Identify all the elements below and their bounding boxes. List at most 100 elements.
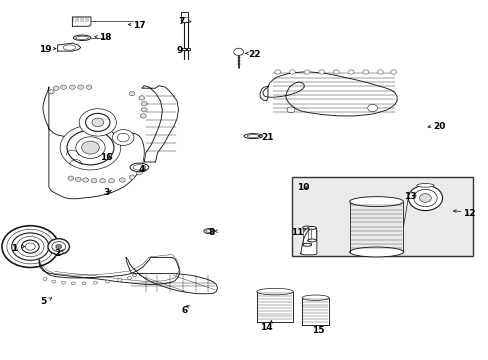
Circle shape bbox=[132, 274, 136, 277]
Circle shape bbox=[413, 189, 436, 207]
Text: 11: 11 bbox=[290, 228, 303, 237]
Circle shape bbox=[127, 276, 131, 279]
Circle shape bbox=[129, 91, 135, 96]
Text: 13: 13 bbox=[404, 192, 416, 201]
Text: 7: 7 bbox=[178, 17, 185, 26]
Circle shape bbox=[367, 104, 377, 112]
Ellipse shape bbox=[130, 163, 148, 172]
Circle shape bbox=[274, 70, 280, 74]
Ellipse shape bbox=[349, 197, 403, 207]
Ellipse shape bbox=[76, 36, 88, 40]
Text: 18: 18 bbox=[99, 33, 111, 42]
Ellipse shape bbox=[349, 247, 403, 257]
Circle shape bbox=[105, 280, 109, 283]
Bar bbox=[182, 48, 189, 50]
Circle shape bbox=[25, 243, 35, 250]
Polygon shape bbox=[72, 17, 91, 26]
Text: 17: 17 bbox=[133, 21, 145, 30]
Circle shape bbox=[12, 233, 49, 260]
Polygon shape bbox=[302, 298, 328, 325]
Text: 16: 16 bbox=[100, 153, 113, 162]
Circle shape bbox=[61, 85, 66, 89]
Circle shape bbox=[76, 137, 105, 158]
Circle shape bbox=[93, 281, 97, 284]
Circle shape bbox=[377, 70, 383, 74]
Circle shape bbox=[118, 279, 122, 282]
Text: 22: 22 bbox=[247, 50, 260, 59]
Circle shape bbox=[60, 125, 121, 170]
Circle shape bbox=[82, 178, 88, 182]
Circle shape bbox=[318, 70, 324, 74]
Circle shape bbox=[53, 86, 59, 90]
Circle shape bbox=[390, 70, 396, 74]
Circle shape bbox=[48, 239, 69, 255]
Circle shape bbox=[129, 175, 135, 179]
Text: 15: 15 bbox=[311, 326, 324, 335]
Circle shape bbox=[100, 179, 105, 183]
Ellipse shape bbox=[302, 226, 311, 229]
Polygon shape bbox=[43, 87, 144, 199]
Text: 4: 4 bbox=[138, 165, 145, 174]
Text: 1: 1 bbox=[11, 244, 17, 253]
Circle shape bbox=[7, 229, 54, 264]
Text: 8: 8 bbox=[208, 228, 214, 237]
Polygon shape bbox=[142, 86, 178, 162]
Circle shape bbox=[419, 194, 430, 202]
Circle shape bbox=[2, 226, 59, 267]
Polygon shape bbox=[126, 257, 217, 294]
Circle shape bbox=[85, 113, 110, 131]
Circle shape bbox=[79, 109, 116, 136]
Circle shape bbox=[140, 114, 146, 118]
Text: 2: 2 bbox=[55, 249, 61, 258]
Circle shape bbox=[233, 48, 243, 55]
Circle shape bbox=[17, 237, 44, 257]
Ellipse shape bbox=[63, 45, 76, 50]
Circle shape bbox=[52, 242, 65, 252]
Text: 10: 10 bbox=[296, 184, 309, 192]
Text: 14: 14 bbox=[260, 323, 272, 332]
Circle shape bbox=[117, 133, 129, 142]
Circle shape bbox=[81, 141, 99, 154]
Polygon shape bbox=[300, 227, 316, 255]
Circle shape bbox=[407, 185, 442, 211]
Circle shape bbox=[91, 179, 97, 183]
Circle shape bbox=[141, 108, 147, 112]
Ellipse shape bbox=[73, 35, 91, 40]
Circle shape bbox=[43, 278, 47, 280]
Ellipse shape bbox=[256, 288, 293, 295]
Text: 21: 21 bbox=[261, 133, 274, 142]
Circle shape bbox=[52, 280, 56, 283]
Ellipse shape bbox=[307, 239, 316, 242]
Circle shape bbox=[92, 118, 103, 127]
Circle shape bbox=[69, 85, 75, 89]
Text: 6: 6 bbox=[182, 306, 187, 315]
Circle shape bbox=[67, 130, 114, 165]
Circle shape bbox=[71, 282, 75, 285]
Text: 5: 5 bbox=[40, 297, 46, 306]
Circle shape bbox=[141, 102, 147, 106]
Circle shape bbox=[108, 179, 114, 183]
Polygon shape bbox=[256, 292, 293, 322]
Circle shape bbox=[78, 85, 83, 89]
Text: 3: 3 bbox=[103, 188, 109, 197]
Ellipse shape bbox=[203, 229, 214, 234]
Circle shape bbox=[68, 176, 74, 180]
Polygon shape bbox=[260, 86, 267, 101]
Ellipse shape bbox=[307, 226, 316, 229]
Circle shape bbox=[82, 282, 86, 285]
Circle shape bbox=[61, 281, 65, 284]
Ellipse shape bbox=[302, 295, 328, 300]
Ellipse shape bbox=[416, 184, 433, 187]
Ellipse shape bbox=[205, 230, 212, 233]
Circle shape bbox=[86, 85, 92, 89]
Ellipse shape bbox=[302, 243, 311, 246]
Circle shape bbox=[48, 90, 54, 94]
Circle shape bbox=[21, 240, 39, 253]
Circle shape bbox=[56, 244, 61, 249]
Circle shape bbox=[75, 177, 81, 181]
Ellipse shape bbox=[246, 135, 259, 138]
Ellipse shape bbox=[244, 134, 262, 139]
Bar bbox=[181, 12, 188, 22]
Circle shape bbox=[119, 178, 125, 182]
Circle shape bbox=[304, 70, 309, 74]
